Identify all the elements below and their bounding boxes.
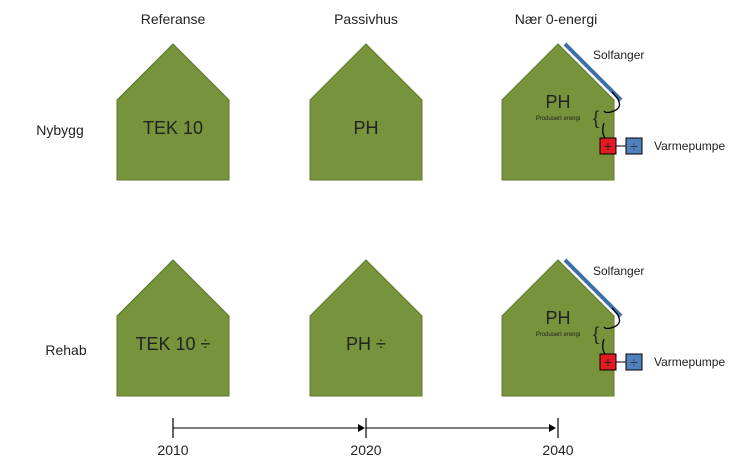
house-label: PH [353,118,378,138]
house-label: PH ÷ [346,334,386,354]
house-label: TEK 10 ÷ [136,334,211,354]
minus-box [625,137,643,155]
row-label-rehab: Rehab [45,342,86,358]
house-rehab-reference: TEK 10 ÷ [116,259,230,397]
solar-collector-label: Solfanger [593,48,644,62]
heat-pump-label: Varmepumpe [654,355,725,369]
solar-collector-rehab: Solfanger { [563,258,644,355]
house-new-reference: TEK 10 [116,43,230,181]
house-rehab-zero-energy: PH Produsert energi [501,259,615,397]
heat-pump-label: Varmepumpe [654,139,725,153]
house-new-passive: PH [309,43,423,181]
timeline-year-label: 2020 [350,442,381,458]
heat-pump-rehab: + ÷ Varmepumpe [599,353,725,371]
solar-collector-new: Solfanger { [563,42,644,139]
column-header-zero-energy: Nær 0-energi [515,11,597,27]
column-header-reference: Referanse [141,11,206,27]
timeline-year-label: 2010 [157,442,188,458]
house-label: TEK 10 [143,118,203,138]
produced-energy-label: Produsert energi [536,116,580,122]
house-label: PH [545,92,570,112]
brace-icon: { [593,324,599,344]
heat-pump-new: + ÷ Varmepumpe [599,137,725,155]
plus-sign: + [604,138,612,154]
timeline-year-label: 2040 [542,442,573,458]
minus-box [625,353,643,371]
solar-collector-label: Solfanger [593,264,644,278]
column-header-passive: Passivhus [334,11,398,27]
row-label-new-build: Nybygg [36,122,83,138]
minus-sign: ÷ [630,355,637,370]
produced-energy-label: Produsert energi [536,332,580,338]
brace-icon: { [593,108,599,128]
house-rehab-passive: PH ÷ [309,259,423,397]
timeline: 2010 2020 2040 [157,418,574,458]
plus-sign: + [604,354,612,370]
house-label: PH [545,308,570,328]
minus-sign: ÷ [630,139,637,154]
